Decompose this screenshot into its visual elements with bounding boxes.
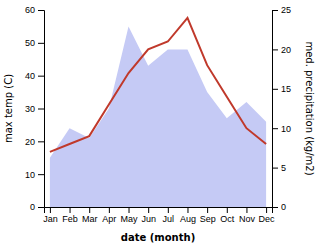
- tick-label: 20: [25, 137, 35, 147]
- tick-mark: [38, 10, 44, 11]
- tick-mark: [227, 207, 228, 213]
- tick-mark: [129, 207, 130, 213]
- tick-label: 0: [281, 202, 286, 212]
- tick-label: 10: [25, 170, 35, 180]
- area: [50, 26, 266, 207]
- tick-mark: [168, 207, 169, 213]
- tick: Apr: [102, 207, 116, 224]
- tick: Jan: [43, 207, 58, 224]
- tick-label: 10: [281, 124, 291, 134]
- tick: Sep: [200, 207, 216, 224]
- tick-mark: [246, 207, 247, 213]
- tick: Mar: [82, 207, 98, 224]
- tick-label: 60: [25, 5, 35, 15]
- tick-mark: [272, 10, 278, 11]
- tick: 60: [25, 5, 44, 15]
- tick-label: Nov: [239, 214, 256, 224]
- y2-axis: 0 5 10 15 20 25: [272, 5, 291, 212]
- tick-label: Aug: [180, 214, 196, 224]
- tick: Nov: [239, 207, 256, 224]
- tick: 50: [25, 38, 44, 48]
- tick-label: 25: [281, 5, 291, 15]
- plot: Jan Feb Mar Apr MayJun Jul Aug Sep Oct NovDec 0 10 2…: [25, 5, 291, 224]
- tick-mark: [207, 207, 208, 213]
- tick: 0: [30, 202, 44, 212]
- tick-label: May: [121, 214, 139, 224]
- tick: 20: [272, 45, 291, 55]
- tick: 30: [25, 104, 44, 114]
- tick: Jun: [141, 207, 156, 224]
- tick-label: Sep: [200, 214, 216, 224]
- tick-label: Jul: [163, 214, 175, 224]
- tick-label: 40: [25, 71, 35, 81]
- tick: May: [121, 207, 139, 224]
- tick-mark: [272, 128, 278, 129]
- tick-mark: [109, 207, 110, 213]
- tick-mark: [272, 89, 278, 90]
- line: [50, 18, 266, 152]
- tick: 5: [272, 163, 286, 173]
- tick-label: 5: [281, 163, 286, 173]
- x-axis: Jan Feb Mar Apr MayJun Jul Aug Sep Oct NovDec: [43, 207, 275, 224]
- tick-mark: [272, 168, 278, 169]
- y-axis: 0 10 20 30 40 50 60: [25, 5, 45, 212]
- tick-label: 30: [25, 104, 35, 114]
- tick-label: Mar: [82, 214, 98, 224]
- tick-mark: [38, 141, 44, 142]
- tick-mark: [187, 207, 188, 213]
- tick-mark: [38, 76, 44, 77]
- tick-label: Feb: [62, 214, 78, 224]
- tick: 10: [25, 170, 44, 180]
- tick-mark: [272, 49, 278, 50]
- tick-mark: [272, 207, 278, 208]
- axis-line: [45, 208, 273, 214]
- tick-label: Apr: [102, 214, 116, 224]
- tick: Oct: [220, 207, 235, 224]
- tick-label: 0: [30, 202, 35, 212]
- tick: 15: [272, 84, 291, 94]
- tick-mark: [38, 43, 44, 44]
- tick-label: Jun: [141, 214, 156, 224]
- tick-label: Jan: [43, 214, 58, 224]
- axis-line: [273, 11, 279, 208]
- tick-mark: [38, 109, 44, 110]
- tick: Aug: [180, 207, 196, 224]
- tick-mark: [50, 207, 51, 213]
- tick-mark: [148, 207, 149, 213]
- marks: [50, 18, 266, 207]
- tick-label: 20: [281, 45, 291, 55]
- tick: 0: [272, 202, 286, 212]
- tick: 40: [25, 71, 44, 81]
- tick-mark: [89, 207, 90, 213]
- tick: Jul: [163, 207, 175, 224]
- tick-label: 50: [25, 38, 35, 48]
- x-axis-title: date (month): [121, 232, 195, 243]
- tick: 20: [25, 137, 44, 147]
- y-axis-title: max temp (C): [3, 74, 14, 143]
- tick-mark: [266, 207, 267, 213]
- tick: 25: [272, 5, 291, 15]
- tick: Feb: [62, 207, 78, 224]
- tick: Dec: [259, 207, 276, 224]
- tick-mark: [38, 207, 44, 208]
- axis-line: [38, 11, 45, 208]
- tick-label: Dec: [259, 214, 276, 224]
- y2-axis-title: med. precipitation (kg/m2): [304, 41, 315, 175]
- tick-label: 15: [281, 84, 291, 94]
- chart: Jan Feb Mar Apr MayJun Jul Aug Sep Oct NovDec 0 10 2…: [0, 0, 318, 247]
- tick-mark: [38, 174, 44, 175]
- tick-label: Oct: [220, 214, 235, 224]
- tick-mark: [70, 207, 71, 213]
- tick: 10: [272, 124, 291, 134]
